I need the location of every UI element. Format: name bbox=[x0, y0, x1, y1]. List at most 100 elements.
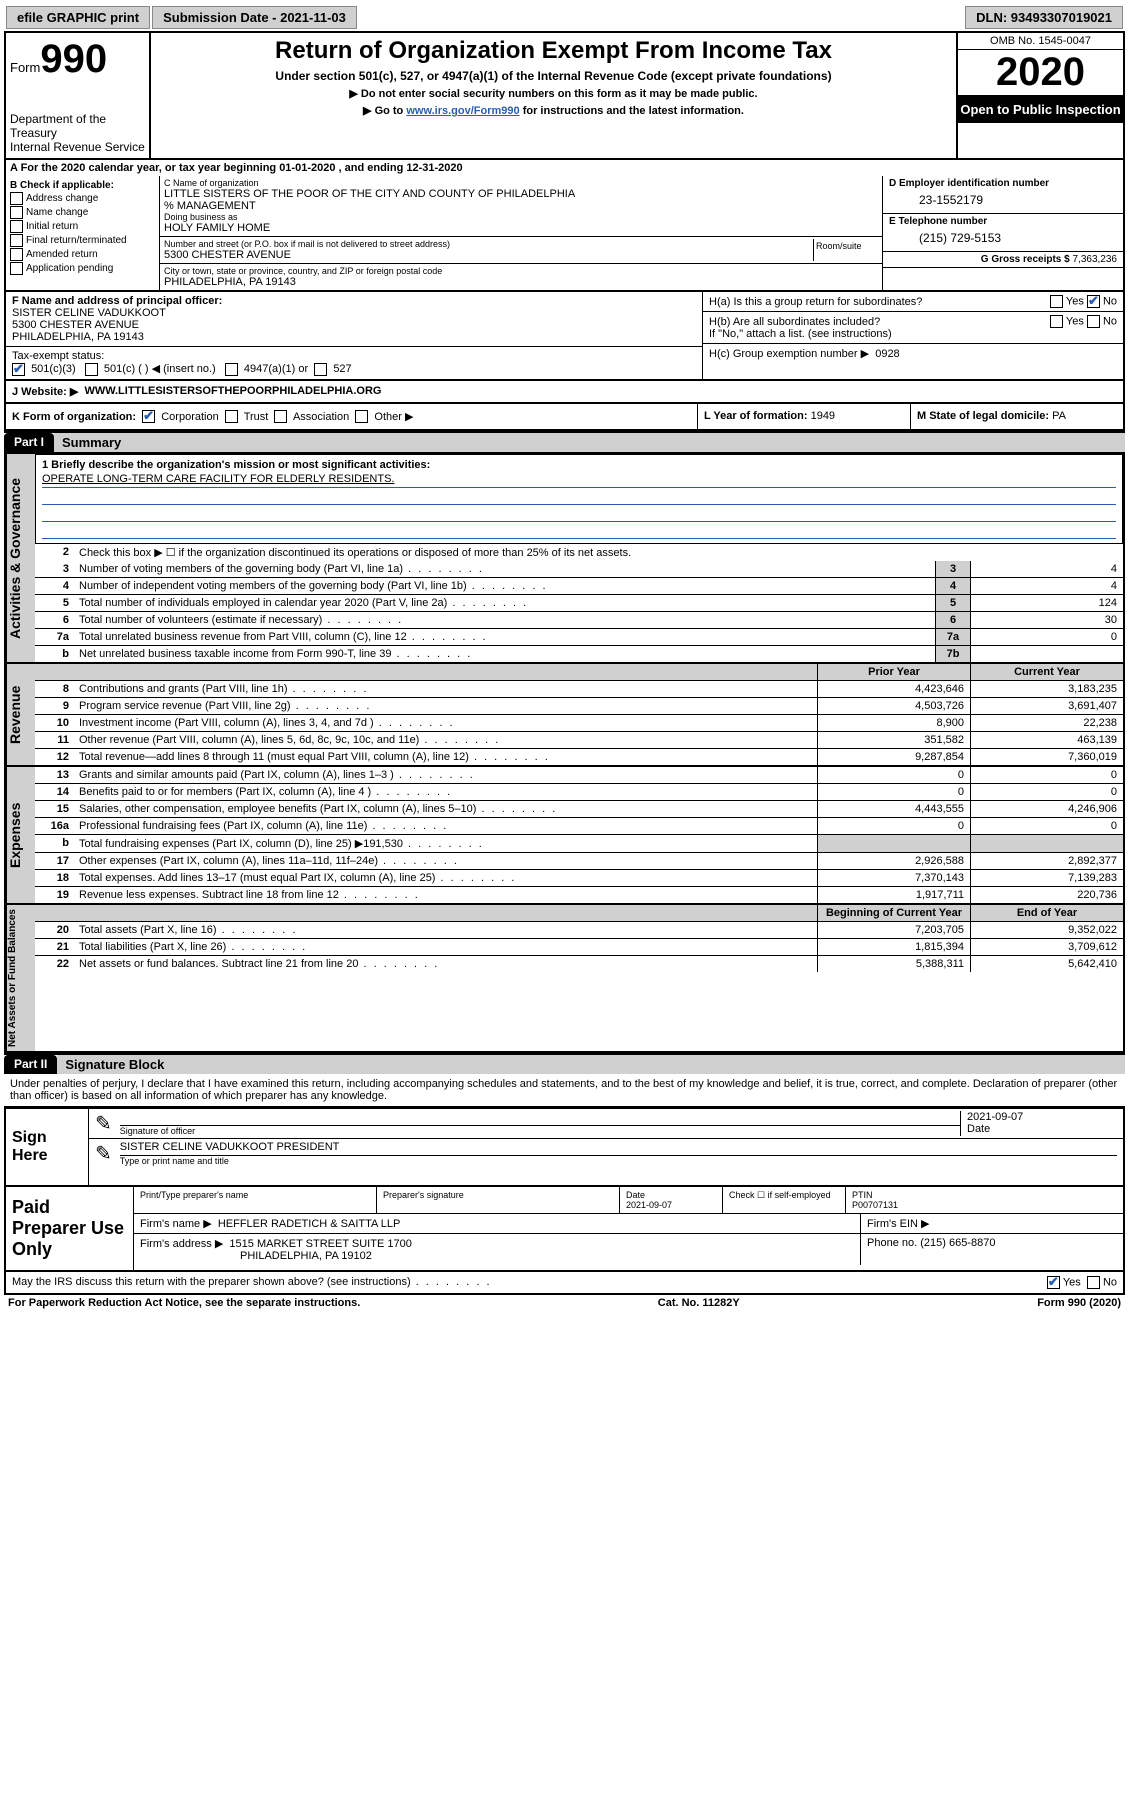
dba-label: Doing business as bbox=[164, 212, 878, 222]
addr-change-label: Address change bbox=[26, 193, 98, 204]
final-return-check[interactable]: Final return/terminated bbox=[10, 234, 155, 247]
bcy-header: Beginning of Current Year bbox=[817, 905, 970, 921]
initial-return-label: Initial return bbox=[26, 221, 78, 232]
sig-officer-label: Signature of officer bbox=[120, 1125, 960, 1136]
m-label: M State of legal domicile: bbox=[917, 410, 1049, 422]
data-row-15: 15 Salaries, other compensation, employe… bbox=[35, 801, 1123, 818]
row-cy: 7,139,283 bbox=[970, 870, 1123, 886]
discuss-no-label: No bbox=[1103, 1277, 1117, 1289]
row-num: 20 bbox=[35, 922, 73, 938]
row-num: 16a bbox=[35, 818, 73, 834]
other-check[interactable] bbox=[355, 410, 368, 423]
gov-row-3: 3 Number of voting members of the govern… bbox=[35, 561, 1123, 578]
f-label: F Name and address of principal officer: bbox=[12, 295, 222, 307]
discuss-no-check[interactable] bbox=[1087, 1276, 1100, 1289]
gross-cell: G Gross receipts $ 7,363,236 bbox=[883, 252, 1123, 268]
501c3-check[interactable] bbox=[12, 363, 25, 376]
gov-row-7a: 7a Total unrelated business revenue from… bbox=[35, 629, 1123, 646]
amended-return-check[interactable]: Amended return bbox=[10, 248, 155, 261]
mission-text: OPERATE LONG-TERM CARE FACILITY FOR ELDE… bbox=[42, 473, 1116, 488]
row-desc: Total expenses. Add lines 13–17 (must eq… bbox=[73, 870, 817, 886]
527-check[interactable] bbox=[314, 363, 327, 376]
ha-yes-label: Yes bbox=[1066, 295, 1084, 307]
data-row-21: 21 Total liabilities (Part X, line 26) 1… bbox=[35, 939, 1123, 956]
phone-value: (215) 665-8870 bbox=[920, 1237, 995, 1249]
row-py bbox=[817, 835, 970, 852]
cat-no: Cat. No. 11282Y bbox=[658, 1297, 740, 1309]
header-right-box: OMB No. 1545-0047 2020 Open to Public In… bbox=[958, 33, 1123, 158]
501c3-label: 501(c)(3) bbox=[31, 363, 76, 375]
501c-check[interactable] bbox=[85, 363, 98, 376]
firm-ein-cell: Firm's EIN ▶ bbox=[861, 1214, 1123, 1233]
ha-yes-check[interactable] bbox=[1050, 295, 1063, 308]
city-value: PHILADELPHIA, PA 19143 bbox=[164, 276, 878, 288]
gross-label: G Gross receipts $ bbox=[981, 254, 1070, 265]
initial-return-check[interactable]: Initial return bbox=[10, 220, 155, 233]
line-a-tax-year: A For the 2020 calendar year, or tax yea… bbox=[4, 160, 1125, 176]
row-cy bbox=[970, 835, 1123, 852]
row-py: 0 bbox=[817, 784, 970, 800]
gov-desc: Total unrelated business revenue from Pa… bbox=[73, 629, 935, 645]
f-addr2: PHILADELPHIA, PA 19143 bbox=[12, 331, 144, 343]
assoc-check[interactable] bbox=[274, 410, 287, 423]
top-bar: efile GRAPHIC print Submission Date - 20… bbox=[4, 4, 1125, 31]
gov-row-5: 5 Total number of individuals employed i… bbox=[35, 595, 1123, 612]
prep-sig-header: Preparer's signature bbox=[377, 1187, 620, 1213]
final-return-label: Final return/terminated bbox=[26, 235, 127, 246]
data-row-19: 19 Revenue less expenses. Subtract line … bbox=[35, 887, 1123, 903]
instruction-2: Go to www.irs.gov/Form990 for instructio… bbox=[161, 104, 946, 117]
prep-row-1: Print/Type preparer's name Preparer's si… bbox=[134, 1187, 1123, 1214]
row-cy: 3,709,612 bbox=[970, 939, 1123, 955]
data-row-20: 20 Total assets (Part X, line 16) 7,203,… bbox=[35, 922, 1123, 939]
row-num: 13 bbox=[35, 767, 73, 783]
room-suite-col: Room/suite bbox=[813, 239, 878, 261]
hb-yes-label: Yes bbox=[1066, 315, 1084, 327]
addr-change-check[interactable]: Address change bbox=[10, 192, 155, 205]
efile-print-button[interactable]: efile GRAPHIC print bbox=[6, 6, 150, 29]
tel-label: E Telephone number bbox=[889, 216, 1117, 227]
hc-value: 0928 bbox=[875, 348, 899, 360]
4947-check[interactable] bbox=[225, 363, 238, 376]
sig-date-value: 2021-09-07 bbox=[967, 1111, 1117, 1123]
ha-no-check[interactable] bbox=[1087, 295, 1100, 308]
f-addr1: 5300 CHESTER AVENUE bbox=[12, 319, 139, 331]
l-label: L Year of formation: bbox=[704, 410, 808, 422]
row-desc: Other revenue (Part VIII, column (A), li… bbox=[73, 732, 817, 748]
corp-check[interactable] bbox=[142, 410, 155, 423]
hb-yes-check[interactable] bbox=[1050, 315, 1063, 328]
gov-box: 3 bbox=[935, 561, 970, 577]
hb-no-check[interactable] bbox=[1087, 315, 1100, 328]
row-desc: Program service revenue (Part VIII, line… bbox=[73, 698, 817, 714]
row-num: 10 bbox=[35, 715, 73, 731]
app-pending-check[interactable]: Application pending bbox=[10, 262, 155, 275]
row-desc: Total revenue—add lines 8 through 11 (mu… bbox=[73, 749, 817, 765]
gov-val: 4 bbox=[970, 578, 1123, 594]
gov-num: 5 bbox=[35, 595, 73, 611]
form990-link[interactable]: www.irs.gov/Form990 bbox=[406, 105, 519, 117]
ein-cell: D Employer identification number 23-1552… bbox=[883, 176, 1123, 214]
tel-value: (215) 729-5153 bbox=[889, 227, 1117, 249]
row-desc: Other expenses (Part IX, column (A), lin… bbox=[73, 853, 817, 869]
part2-title: Signature Block bbox=[57, 1055, 1125, 1074]
prior-year-header: Prior Year bbox=[817, 664, 970, 680]
trust-label: Trust bbox=[244, 411, 269, 423]
form-subtitle: Under section 501(c), 527, or 4947(a)(1)… bbox=[161, 69, 946, 83]
gov-val: 4 bbox=[970, 561, 1123, 577]
row-desc: Total fundraising expenses (Part IX, col… bbox=[73, 835, 817, 852]
trust-check[interactable] bbox=[225, 410, 238, 423]
row-py: 2,926,588 bbox=[817, 853, 970, 869]
form-label: Form bbox=[10, 60, 40, 75]
name-change-check[interactable]: Name change bbox=[10, 206, 155, 219]
row-desc: Total assets (Part X, line 16) bbox=[73, 922, 817, 938]
row-num: 17 bbox=[35, 853, 73, 869]
discuss-yes-check[interactable] bbox=[1047, 1276, 1060, 1289]
col-de: D Employer identification number 23-1552… bbox=[883, 176, 1123, 290]
revenue-table: Revenue Prior Year Current Year 8 Contri… bbox=[4, 664, 1125, 767]
gov-num: 7a bbox=[35, 629, 73, 645]
gov-num: 6 bbox=[35, 612, 73, 628]
row-cy: 0 bbox=[970, 784, 1123, 800]
declaration-text: Under penalties of perjury, I declare th… bbox=[4, 1074, 1125, 1107]
tax-exempt-label: Tax-exempt status: bbox=[12, 350, 104, 362]
dba-value: HOLY FAMILY HOME bbox=[164, 222, 878, 234]
data-row-16a: 16a Professional fundraising fees (Part … bbox=[35, 818, 1123, 835]
